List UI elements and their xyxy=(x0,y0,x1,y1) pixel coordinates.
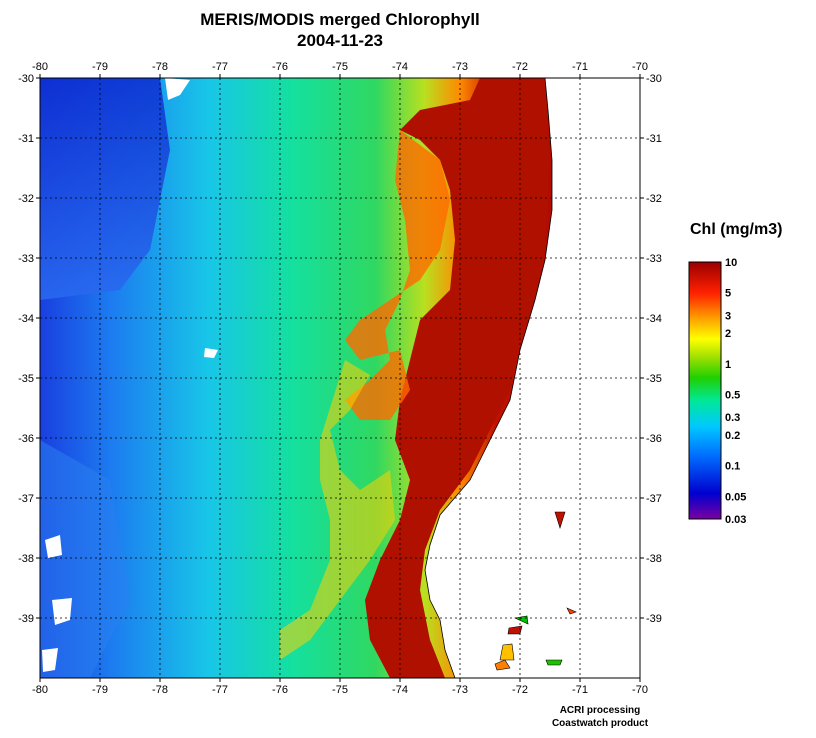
colorbar-tick-label: 1 xyxy=(725,359,731,371)
lat-label-right: -34 xyxy=(646,313,662,325)
lake-4 xyxy=(513,615,529,625)
lon-label-top: -76 xyxy=(272,61,288,73)
lat-label-right: -31 xyxy=(646,133,662,145)
product-credit: Coastwatch product xyxy=(551,718,649,729)
lat-label-left: -37 xyxy=(18,493,34,505)
colorbar-tick-label: 0.05 xyxy=(725,491,746,503)
map-date: 2004-11-23 xyxy=(296,31,384,50)
processing-credit: ACRI processing xyxy=(559,705,641,716)
lon-label-bottom: -77 xyxy=(212,684,228,696)
lat-label-left: -35 xyxy=(18,373,34,385)
lake-2 xyxy=(566,607,577,615)
lon-label-top: -70 xyxy=(632,61,648,73)
lat-label-left: -31 xyxy=(18,133,34,145)
map-title: MERIS/MODIS merged Chlorophyll xyxy=(200,10,480,29)
orange-filaments xyxy=(345,130,450,420)
cloud-gap-3 xyxy=(45,535,62,558)
lat-label-right: -30 xyxy=(646,73,662,85)
lat-label-left: -34 xyxy=(18,313,34,325)
colorbar-tick-label: 0.3 xyxy=(725,412,740,424)
lat-label-left: -36 xyxy=(18,433,34,445)
lake-1 xyxy=(554,511,566,530)
cloud-gap-5 xyxy=(42,648,58,672)
colorbar-tick-label: 3 xyxy=(725,310,731,322)
lon-label-bottom: -70 xyxy=(632,684,648,696)
lon-label-bottom: -76 xyxy=(272,684,288,696)
land-chile xyxy=(424,77,641,679)
yellow-filaments xyxy=(280,360,395,660)
lon-label-top: -74 xyxy=(392,61,408,73)
lon-label-bottom: -79 xyxy=(92,684,108,696)
lon-label-top: -79 xyxy=(92,61,108,73)
low-chl-region xyxy=(40,78,170,300)
lon-label-top: -78 xyxy=(152,61,168,73)
lat-label-right: -36 xyxy=(646,433,662,445)
colorbar-tick-label: 2 xyxy=(725,328,731,340)
lon-label-bottom: -71 xyxy=(572,684,588,696)
lake-6 xyxy=(494,659,511,671)
lat-label-right: -37 xyxy=(646,493,662,505)
lon-label-bottom: -73 xyxy=(452,684,468,696)
lat-label-left: -38 xyxy=(18,553,34,565)
lat-label-right: -39 xyxy=(646,613,662,625)
colorbar-tick-label: 10 xyxy=(725,257,737,269)
colorbar-tick-label: 0.2 xyxy=(725,430,740,442)
lat-label-left: -32 xyxy=(18,193,34,205)
cloud-gap-2 xyxy=(204,348,218,358)
lon-label-top: -73 xyxy=(452,61,468,73)
graticule xyxy=(36,74,644,682)
lon-label-bottom: -74 xyxy=(392,684,408,696)
lake-5 xyxy=(499,643,515,661)
lon-label-bottom: -75 xyxy=(332,684,348,696)
lon-label-top: -71 xyxy=(572,61,588,73)
lat-label-right: -33 xyxy=(646,253,662,265)
lon-label-top: -72 xyxy=(512,61,528,73)
colorbar-tick-label: 0.03 xyxy=(725,514,746,526)
colorbar-tick-label: 5 xyxy=(725,288,731,300)
colorbar-tick-label: 0.1 xyxy=(725,461,740,473)
lat-label-left: -39 xyxy=(18,613,34,625)
colorbar xyxy=(688,261,722,520)
lon-label-top: -80 xyxy=(32,61,48,73)
cloud-gap-1 xyxy=(165,78,190,100)
lon-label-bottom: -78 xyxy=(152,684,168,696)
lat-label-right: -32 xyxy=(646,193,662,205)
coastal-upwelling-band xyxy=(365,78,550,678)
lon-label-top: -77 xyxy=(212,61,228,73)
legend-title: Chl (mg/m3) xyxy=(690,221,783,238)
lake-7 xyxy=(545,659,563,666)
lon-label-top: -75 xyxy=(332,61,348,73)
lon-label-bottom: -72 xyxy=(512,684,528,696)
map-frame xyxy=(39,77,641,679)
colorbar-tick-label: 0.5 xyxy=(725,390,740,402)
lat-label-left: -30 xyxy=(18,73,34,85)
lat-label-right: -38 xyxy=(646,553,662,565)
lat-label-right: -35 xyxy=(646,373,662,385)
lon-label-bottom: -80 xyxy=(32,684,48,696)
lat-label-left: -33 xyxy=(18,253,34,265)
